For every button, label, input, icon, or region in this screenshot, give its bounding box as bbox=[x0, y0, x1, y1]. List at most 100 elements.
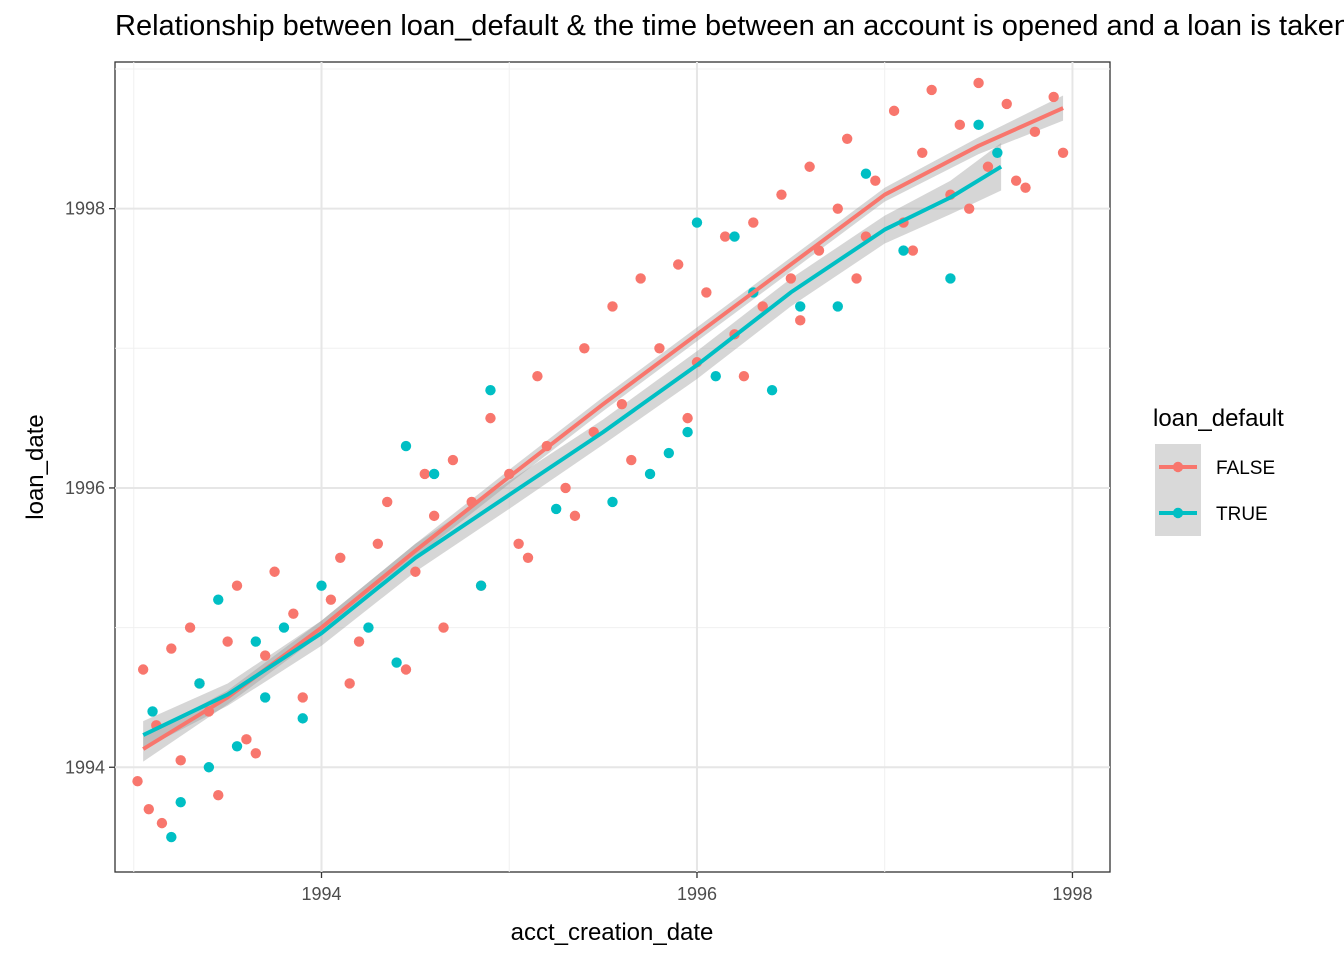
point-false bbox=[851, 273, 862, 284]
point-true bbox=[175, 796, 186, 808]
point-false bbox=[917, 147, 928, 158]
point-false bbox=[231, 580, 243, 591]
point-false bbox=[907, 245, 919, 256]
point-true bbox=[475, 580, 487, 591]
point-false bbox=[532, 371, 543, 382]
point-true bbox=[945, 273, 956, 284]
point-false bbox=[241, 734, 252, 745]
point-false bbox=[184, 622, 196, 633]
point-true bbox=[485, 384, 496, 396]
point-true bbox=[316, 580, 327, 591]
point-false bbox=[1029, 126, 1041, 138]
point-true bbox=[729, 231, 740, 242]
point-false bbox=[926, 84, 937, 96]
point-false bbox=[569, 510, 581, 522]
trend-line-true bbox=[142, 164, 1003, 737]
y-tick-label: 1996 bbox=[65, 478, 105, 498]
legend-dot-false bbox=[1172, 461, 1184, 473]
x-axis-title: acct_creation_date bbox=[511, 919, 714, 946]
point-false bbox=[635, 273, 646, 284]
point-false bbox=[1001, 98, 1012, 110]
point-false bbox=[137, 664, 149, 675]
point-false bbox=[682, 412, 693, 424]
trend-line-false bbox=[142, 106, 1064, 751]
point-false bbox=[400, 664, 412, 675]
grid-lines bbox=[115, 62, 1110, 872]
point-true bbox=[428, 468, 440, 480]
point-false bbox=[297, 692, 308, 703]
point-true bbox=[607, 496, 618, 508]
x-tick-label: 1994 bbox=[301, 884, 341, 904]
x-tick-label: 1998 bbox=[1052, 884, 1092, 904]
x-tick-label: 1996 bbox=[677, 884, 717, 904]
point-false bbox=[982, 161, 994, 172]
point-false bbox=[156, 817, 168, 829]
axes: 1994 1996 1998 1994 1996 1998 bbox=[65, 199, 1093, 904]
plot-panel bbox=[114, 61, 1111, 873]
data-points bbox=[132, 77, 1069, 843]
point-true bbox=[682, 426, 693, 438]
point-false bbox=[701, 287, 712, 298]
point-true bbox=[898, 245, 909, 256]
point-false bbox=[626, 454, 637, 466]
point-false bbox=[757, 301, 768, 312]
point-false bbox=[166, 643, 177, 654]
point-true bbox=[691, 217, 703, 228]
legend-label-true: TRUE bbox=[1216, 504, 1268, 525]
point-false bbox=[132, 776, 143, 787]
point-false bbox=[143, 803, 154, 815]
point-false bbox=[175, 755, 186, 766]
point-true bbox=[203, 762, 215, 773]
y-tick-label: 1994 bbox=[65, 757, 105, 777]
point-false bbox=[438, 622, 449, 633]
point-false bbox=[841, 133, 853, 145]
point-false bbox=[382, 496, 393, 508]
point-true bbox=[213, 594, 224, 605]
point-false bbox=[560, 482, 571, 494]
trend-lines bbox=[142, 106, 1064, 751]
point-true bbox=[297, 713, 308, 724]
point-false bbox=[335, 552, 346, 563]
y-axis-title: loan_date bbox=[22, 414, 49, 519]
point-false bbox=[738, 371, 750, 382]
point-true bbox=[973, 119, 984, 131]
point-false bbox=[954, 119, 966, 131]
point-false bbox=[719, 231, 731, 242]
point-false bbox=[795, 315, 806, 326]
point-false bbox=[804, 161, 815, 172]
point-true bbox=[278, 622, 290, 633]
point-false bbox=[353, 636, 365, 647]
point-true bbox=[663, 447, 675, 459]
point-false bbox=[1020, 182, 1031, 193]
point-false bbox=[372, 538, 384, 550]
point-true bbox=[710, 371, 721, 382]
point-false bbox=[269, 566, 280, 577]
point-false bbox=[748, 217, 759, 228]
point-true bbox=[992, 147, 1003, 158]
legend-dot-true bbox=[1172, 507, 1184, 519]
point-true bbox=[644, 468, 656, 480]
point-false bbox=[447, 454, 459, 466]
point-false bbox=[428, 510, 440, 522]
point-false bbox=[288, 608, 299, 619]
point-false bbox=[579, 343, 590, 354]
point-false bbox=[654, 343, 665, 354]
point-true bbox=[147, 706, 158, 717]
point-false bbox=[222, 636, 233, 647]
point-true bbox=[400, 440, 412, 452]
point-true bbox=[166, 831, 177, 843]
legend-title: loan_default bbox=[1153, 405, 1284, 432]
point-false bbox=[888, 105, 900, 117]
point-false bbox=[213, 789, 224, 801]
point-true bbox=[363, 622, 374, 633]
point-false bbox=[616, 398, 628, 410]
point-false bbox=[250, 748, 262, 759]
point-true bbox=[250, 636, 262, 647]
point-false bbox=[963, 203, 975, 214]
point-true bbox=[860, 168, 872, 179]
chart-title: Relationship between loan_default & the … bbox=[115, 10, 1344, 42]
point-false bbox=[259, 650, 271, 661]
point-false bbox=[673, 259, 684, 270]
y-tick-label: 1998 bbox=[65, 199, 105, 219]
